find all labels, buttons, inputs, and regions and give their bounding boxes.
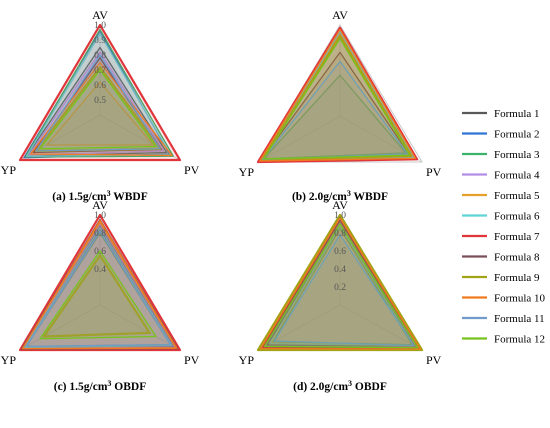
tick-label: 1.0	[94, 211, 106, 221]
panel-caption: (d) 2.0g/cm3 OBDF	[293, 379, 387, 394]
legend-label: Formula 7	[494, 231, 540, 243]
series-polygon	[28, 51, 165, 156]
series-polygon	[18, 23, 182, 162]
tick-label: 1.0	[334, 211, 346, 221]
legend-label: Formula 10	[494, 293, 546, 305]
radar-spoke-yp	[257, 304, 341, 351]
legend-label: Formula 1	[494, 108, 540, 120]
axis-label-yp: YP	[239, 165, 255, 179]
series-polygon	[25, 230, 172, 348]
series-polygon	[261, 34, 413, 161]
series-polygon	[24, 226, 173, 348]
tick-label: 0.8	[94, 51, 106, 61]
legend-label: Formula 4	[494, 170, 540, 182]
axis-label-pv: PV	[426, 353, 442, 367]
axis-label-av: AV	[332, 198, 348, 212]
legend-item: Formula 12	[462, 334, 545, 346]
axis-label-yp: YP	[239, 353, 255, 367]
legend-item: Formula 7	[462, 231, 540, 243]
legend-item: Formula 4	[462, 170, 540, 182]
tick-label: 0.5	[94, 96, 106, 106]
tick-label: 0.8	[94, 229, 106, 239]
series-polygon	[263, 223, 419, 349]
radar-spoke-yp	[257, 115, 341, 163]
legend-label: Formula 12	[494, 334, 545, 346]
radar-panel-1: 0.5 0.6 0.7 0.8 0.9 1.0AV PV YP (a) 1.5g/cm3 WBD…	[1, 8, 200, 203]
tick-label: 0.6	[94, 247, 106, 257]
legend-item: Formula 5	[462, 190, 540, 202]
radar-panel-4: 0.2 0.4 0.6 0.8 1.0AV PV YP (d) 2.0g/cm3 OBDF	[239, 198, 442, 393]
axis-label-yp: YP	[1, 353, 17, 367]
tick-label: 1.0	[94, 21, 106, 31]
series-polygon	[268, 225, 415, 347]
radar-spoke-pv	[339, 115, 423, 163]
panel-caption: (b) 2.0g/cm3 WBDF	[292, 189, 388, 204]
legend-label: Formula 6	[494, 211, 540, 223]
series-polygon	[46, 81, 154, 146]
axis-label-av: AV	[332, 8, 348, 22]
tick-label: 0.4	[94, 265, 106, 275]
series-polygon	[35, 54, 161, 152]
series-polygon	[26, 33, 172, 157]
tick-label: 0.7	[94, 66, 106, 76]
series-polygon	[263, 74, 407, 160]
series-polygon	[21, 219, 178, 350]
tick-label: 0.9	[94, 36, 106, 46]
legend-label: Formula 2	[494, 129, 540, 141]
series-polygon	[258, 28, 417, 162]
axis-label-av: AV	[92, 8, 108, 22]
tick-label: 0.6	[94, 81, 106, 91]
series-polygon	[256, 26, 419, 164]
tick-label: 0.6	[334, 247, 346, 257]
legend-item: Formula 11	[462, 313, 545, 325]
panel-caption: (c) 1.5g/cm3 OBDF	[54, 379, 146, 394]
axis-label-pv: PV	[184, 163, 200, 177]
tick-label: 0.8	[334, 229, 346, 239]
legend-item: Formula 10	[462, 293, 546, 305]
legend-label: Formula 8	[494, 252, 540, 264]
series-polygon	[23, 225, 175, 349]
axis-label-pv: PV	[426, 165, 442, 179]
series-polygon	[267, 223, 417, 348]
axis-label-pv: PV	[184, 353, 200, 367]
legend-item: Formula 9	[462, 272, 540, 284]
radar-spoke-pv	[99, 304, 181, 351]
radar-spoke-yp	[19, 304, 101, 351]
legend-label: Formula 5	[494, 190, 540, 202]
series-polygon	[273, 234, 415, 347]
series-polygon	[259, 217, 422, 350]
axis-label-yp: YP	[1, 163, 17, 177]
radar-panel-3: 0.4 0.6 0.8 1.0AV PV YP (c) 1.5g/cm3 OBDF	[1, 198, 200, 393]
legend-item: Formula 2	[462, 129, 540, 141]
legend: Formula 1 Formula 2 Formula 3 Formula 4 Form…	[462, 108, 546, 346]
series-polygon	[256, 213, 424, 352]
legend-label: Formula 11	[494, 313, 545, 325]
series-polygon	[39, 69, 157, 150]
legend-label: Formula 3	[494, 149, 540, 161]
tick-label: 0.4	[334, 265, 346, 275]
series-polygon	[263, 38, 411, 160]
tick-label: 0.2	[334, 283, 346, 293]
radar-panel-2: AV PV YP (b) 2.0g/cm3 WBDF	[239, 8, 442, 203]
series-polygon	[30, 61, 173, 157]
legend-item: Formula 3	[462, 149, 540, 161]
legend-label: Formula 9	[494, 272, 540, 284]
legend-item: Formula 8	[462, 252, 540, 264]
axis-label-av: AV	[92, 198, 108, 212]
legend-item: Formula 6	[462, 211, 540, 223]
legend-item: Formula 1	[462, 108, 540, 120]
series-polygon	[42, 254, 151, 338]
radar-spoke-pv	[339, 304, 423, 351]
panel-caption: (a) 1.5g/cm3 WBDF	[52, 189, 147, 204]
series-polygon	[39, 250, 157, 340]
